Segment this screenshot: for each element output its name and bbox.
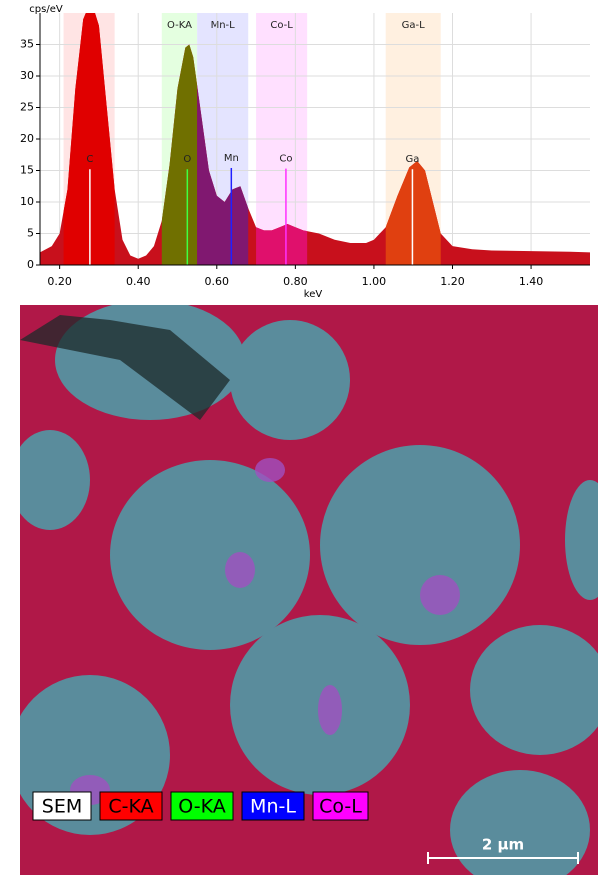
element-map	[20, 305, 598, 875]
region-label: Co-L	[270, 20, 293, 31]
legend-label: SEM	[42, 796, 82, 818]
legend-swatch	[170, 791, 234, 821]
legend-label: Co-L	[319, 796, 362, 818]
y-tick-label: 0	[27, 258, 34, 271]
region-label: O-KA	[167, 20, 192, 31]
peak-label: O	[183, 154, 191, 165]
shadow	[20, 315, 230, 420]
x-tick-label: 0.80	[283, 275, 308, 288]
y-tick-label: 30	[20, 69, 34, 82]
x-tick-label: 1.00	[362, 275, 387, 288]
legend-swatch	[99, 791, 163, 821]
y-axis-label: cps/eV	[29, 4, 63, 15]
legend-swatch	[241, 791, 305, 821]
y-tick-label: 15	[20, 164, 34, 177]
x-tick-label: 1.20	[440, 275, 465, 288]
x-axis-label: keV	[304, 289, 323, 300]
legend-swatch	[312, 791, 369, 821]
y-tick-label: 35	[20, 38, 34, 51]
map-legend: SEM C-KA O-KA Mn-L Co-L	[32, 791, 369, 821]
y-tick-label: 25	[20, 101, 34, 114]
x-tick-label: 1.40	[519, 275, 544, 288]
y-tick-label: 20	[20, 132, 34, 145]
region-label: Ga-L	[402, 20, 425, 31]
scale-bar-label: 2 µm	[482, 836, 524, 854]
peak-label: C	[86, 154, 93, 165]
legend-label: C-KA	[108, 796, 153, 818]
legend-label: Mn-L	[250, 796, 296, 818]
peak-label: Ga	[405, 154, 419, 165]
spectrum-chart: O-KA Mn-L Co-L Ga-L 0 5 10 15 20 25 30 35 0.20 0.40 0.…	[20, 4, 590, 300]
x-tick-label: 0.60	[205, 275, 230, 288]
region-label: Mn-L	[211, 20, 236, 31]
legend-swatch	[32, 791, 92, 821]
y-tick-label: 5	[27, 227, 34, 240]
x-tick-label: 0.20	[47, 275, 72, 288]
peak-label: Co	[279, 154, 292, 165]
peak-label: Mn	[224, 153, 239, 164]
legend-label: O-KA	[178, 796, 225, 818]
x-tick-label: 0.40	[126, 275, 151, 288]
y-tick-label: 10	[20, 195, 34, 208]
